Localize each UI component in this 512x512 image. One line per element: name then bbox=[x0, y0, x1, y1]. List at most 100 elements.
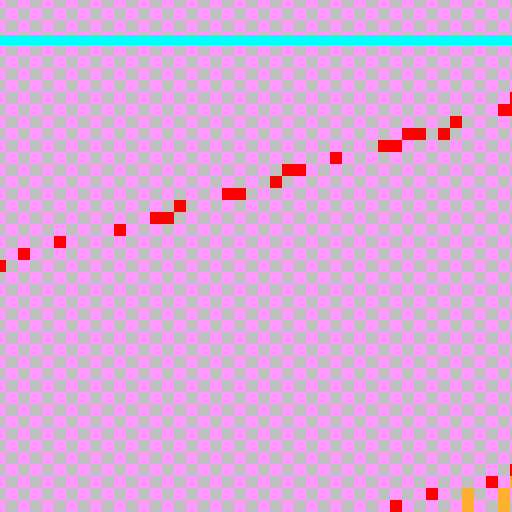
checker-tile bbox=[174, 188, 186, 200]
checker-tile bbox=[126, 188, 138, 200]
checker-tile bbox=[6, 68, 18, 80]
pickup-block bbox=[462, 488, 474, 500]
checker-tile bbox=[270, 20, 282, 32]
checker-tile bbox=[510, 308, 512, 320]
checker-tile bbox=[6, 404, 18, 416]
checker-tile bbox=[510, 68, 512, 80]
checker-tile bbox=[198, 476, 210, 488]
checker-tile bbox=[498, 128, 510, 140]
checker-tile bbox=[102, 476, 114, 488]
checker-tile bbox=[78, 212, 90, 224]
checker-tile bbox=[138, 224, 150, 236]
checker-tile bbox=[270, 404, 282, 416]
checker-tile bbox=[162, 344, 174, 356]
checker-tile bbox=[402, 8, 414, 20]
checker-tile bbox=[450, 488, 462, 500]
checker-tile bbox=[342, 404, 354, 416]
checker-tile bbox=[390, 20, 402, 32]
checker-tile bbox=[390, 44, 402, 56]
checker-tile bbox=[222, 212, 234, 224]
checker-tile bbox=[0, 344, 6, 356]
checker-tile bbox=[210, 176, 222, 188]
checker-tile bbox=[390, 332, 402, 344]
checker-tile bbox=[78, 140, 90, 152]
checker-tile bbox=[366, 284, 378, 296]
checker-tile bbox=[78, 0, 90, 8]
pickup-block bbox=[498, 488, 510, 500]
checker-tile bbox=[378, 8, 390, 20]
checker-tile bbox=[150, 428, 162, 440]
checker-tile bbox=[0, 272, 6, 284]
checker-tile bbox=[234, 152, 246, 164]
checker-tile bbox=[222, 140, 234, 152]
checker-tile bbox=[0, 128, 6, 140]
checker-tile bbox=[450, 128, 462, 140]
checker-tile bbox=[282, 176, 294, 188]
checker-tile bbox=[450, 272, 462, 284]
checker-tile bbox=[258, 152, 270, 164]
checker-tile bbox=[90, 8, 102, 20]
checker-tile bbox=[246, 116, 258, 128]
checker-tile bbox=[30, 92, 42, 104]
checker-tile bbox=[186, 344, 198, 356]
checker-tile bbox=[138, 56, 150, 68]
checker-tile bbox=[438, 212, 450, 224]
checker-tile bbox=[222, 284, 234, 296]
checker-tile bbox=[0, 200, 6, 212]
checker-tile bbox=[462, 476, 474, 488]
checker-tile bbox=[282, 80, 294, 92]
checker-tile bbox=[30, 116, 42, 128]
checker-tile bbox=[342, 164, 354, 176]
checker-tile bbox=[270, 212, 282, 224]
checker-tile bbox=[270, 284, 282, 296]
checker-tile bbox=[498, 416, 510, 428]
checker-tile bbox=[174, 452, 186, 464]
checker-tile bbox=[54, 476, 66, 488]
checker-tile bbox=[222, 476, 234, 488]
checker-tile bbox=[210, 464, 222, 476]
checker-tile bbox=[366, 308, 378, 320]
checker-tile bbox=[282, 296, 294, 308]
checker-tile bbox=[102, 260, 114, 272]
checker-tile bbox=[282, 8, 294, 20]
checker-tile bbox=[294, 140, 306, 152]
checker-tile bbox=[162, 392, 174, 404]
checker-tile bbox=[54, 0, 66, 8]
checker-tile bbox=[378, 392, 390, 404]
checker-tile bbox=[66, 224, 78, 236]
checker-tile bbox=[354, 56, 366, 68]
checker-tile bbox=[222, 260, 234, 272]
checker-tile bbox=[174, 212, 186, 224]
checker-tile bbox=[150, 476, 162, 488]
checker-tile bbox=[330, 272, 342, 284]
checker-tile bbox=[510, 404, 512, 416]
checker-tile bbox=[450, 440, 462, 452]
checker-tile bbox=[258, 80, 270, 92]
checker-tile bbox=[126, 140, 138, 152]
checker-tile bbox=[162, 176, 174, 188]
checker-tile bbox=[66, 176, 78, 188]
checker-tile bbox=[486, 116, 498, 128]
checker-tile bbox=[294, 236, 306, 248]
checker-tile bbox=[414, 116, 426, 128]
checker-tile bbox=[270, 116, 282, 128]
checker-tile bbox=[378, 56, 390, 68]
cyan-barrier bbox=[0, 35, 512, 45]
checker-tile bbox=[102, 212, 114, 224]
checker-tile bbox=[414, 92, 426, 104]
checker-tile bbox=[222, 44, 234, 56]
checker-tile bbox=[258, 344, 270, 356]
checker-tile bbox=[222, 308, 234, 320]
checker-tile bbox=[186, 248, 198, 260]
checker-tile bbox=[510, 0, 512, 8]
checker-tile bbox=[138, 200, 150, 212]
checker-tile bbox=[342, 356, 354, 368]
checker-tile bbox=[102, 92, 114, 104]
checker-tile bbox=[54, 452, 66, 464]
checker-tile bbox=[234, 320, 246, 332]
checker-tile bbox=[414, 284, 426, 296]
checker-tile bbox=[462, 284, 474, 296]
checker-tile bbox=[354, 8, 366, 20]
checker-tile bbox=[186, 488, 198, 500]
